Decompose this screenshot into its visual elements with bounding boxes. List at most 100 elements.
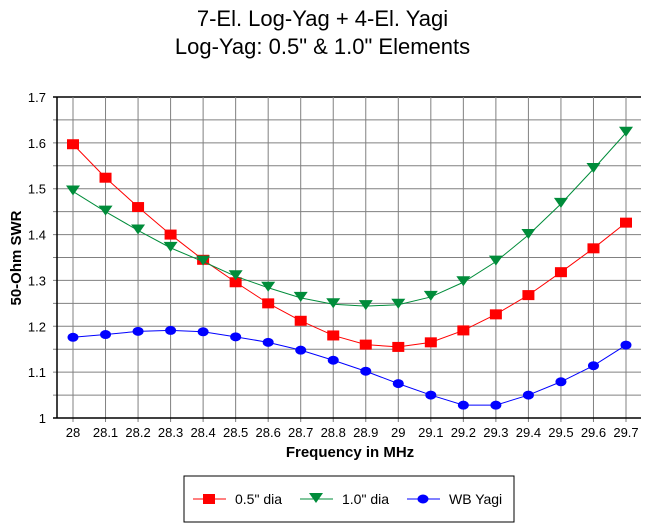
data-point (553, 197, 568, 208)
data-point (229, 277, 242, 288)
data-point (228, 270, 243, 281)
series-line (72, 329, 627, 406)
y-tick-label: 1.7 (28, 90, 46, 105)
x-tick-label: 29.4 (516, 425, 541, 440)
data-point (294, 315, 307, 326)
legend-marker-circle-icon (417, 494, 429, 504)
y-axis-label: 50-Ohm SWR (8, 210, 25, 305)
legend-marker-square-icon (203, 494, 215, 504)
data-point (522, 290, 535, 301)
series-0 (67, 139, 632, 352)
chart-title: 7-El. Log-Yag + 4-El. Yagi (196, 6, 449, 31)
data-point (196, 255, 211, 266)
data-point (358, 300, 373, 311)
data-point (392, 379, 404, 389)
legend-label: 0.5" dia (235, 491, 282, 507)
data-point (327, 330, 340, 341)
data-point (425, 390, 437, 400)
legend-label: 1.0" dia (342, 491, 389, 507)
y-tick-label: 1.1 (28, 365, 46, 380)
data-point (67, 139, 79, 150)
data-point (490, 400, 502, 410)
x-tick-label: 29.3 (483, 425, 508, 440)
grid (53, 96, 641, 422)
chart-subtitle: Log-Yag: 0.5" & 1.0" Elements (174, 34, 471, 59)
data-point (230, 332, 242, 342)
legend: 0.5" dia 1.0" dia WB Yagi (183, 475, 515, 523)
x-tick-label: 28.6 (256, 425, 281, 440)
y-tick-label: 1.4 (28, 228, 46, 243)
data-point (489, 309, 502, 320)
data-point (391, 298, 406, 309)
data-point (587, 361, 599, 371)
x-tick-label: 28.1 (93, 425, 118, 440)
data-point (293, 291, 308, 302)
x-tick-label: 28.3 (158, 425, 183, 440)
x-tick-label: 28.5 (223, 425, 248, 440)
data-point (295, 345, 307, 355)
x-tick-label: 28 (66, 425, 80, 440)
series-layer (66, 126, 633, 410)
data-point (392, 341, 405, 352)
x-tick-label: 29.1 (418, 425, 443, 440)
x-axis-label: Frequency in MHz (286, 444, 414, 461)
y-tick-label: 1 (39, 411, 46, 426)
legend-box (183, 475, 515, 523)
data-point (98, 205, 113, 216)
data-point (262, 337, 274, 347)
data-point (66, 185, 80, 196)
data-point (360, 366, 372, 376)
data-point (132, 326, 144, 336)
y-tick-label: 1.5 (28, 182, 46, 197)
data-point (554, 267, 567, 278)
axes: 1 1.1 1.2 1.3 1.4 1.5 1.6 1.7 28 28.1 28.2 28.3 28.4… (28, 90, 641, 440)
data-point (132, 202, 145, 213)
data-point (359, 339, 372, 350)
data-point (555, 377, 567, 387)
data-point (424, 337, 437, 348)
data-point (587, 243, 600, 254)
data-point (522, 390, 534, 400)
data-point (423, 290, 438, 301)
data-point (164, 229, 177, 240)
x-tick-label: 28.2 (125, 425, 150, 440)
legend-marker-triangle-down-icon (309, 493, 323, 503)
data-point (457, 400, 469, 410)
data-point (620, 217, 632, 228)
data-point (586, 162, 601, 173)
x-tick-label: 29.7 (613, 425, 638, 440)
data-point (197, 327, 209, 337)
data-point (457, 325, 470, 336)
y-tick-label: 1.2 (28, 319, 46, 334)
x-tick-label: 29.6 (581, 425, 606, 440)
x-tick-label: 29.2 (451, 425, 476, 440)
data-point (456, 276, 471, 287)
y-tick-label: 1.3 (28, 273, 46, 288)
data-point (620, 340, 632, 350)
data-point (163, 241, 178, 252)
x-tick-label: 28.4 (190, 425, 215, 440)
x-tick-label: 28.7 (288, 425, 313, 440)
data-point (261, 281, 276, 292)
data-point (67, 332, 79, 342)
legend-label: WB Yagi (449, 491, 502, 507)
series-1 (66, 126, 633, 311)
x-tick-label: 29.5 (548, 425, 573, 440)
series-line (72, 143, 627, 348)
series-2 (67, 325, 632, 410)
data-point (262, 298, 275, 309)
data-point (619, 126, 633, 137)
data-point (131, 224, 146, 235)
data-point (326, 298, 341, 309)
data-point (327, 355, 339, 365)
y-tick-label: 1.6 (28, 136, 46, 151)
data-point (488, 255, 503, 266)
data-point (165, 325, 177, 335)
x-tick-label: 28.9 (353, 425, 378, 440)
data-point (99, 172, 112, 183)
x-tick-label: 28.8 (321, 425, 346, 440)
x-tick-label: 29 (391, 425, 405, 440)
data-point (521, 229, 536, 240)
data-point (100, 330, 112, 340)
